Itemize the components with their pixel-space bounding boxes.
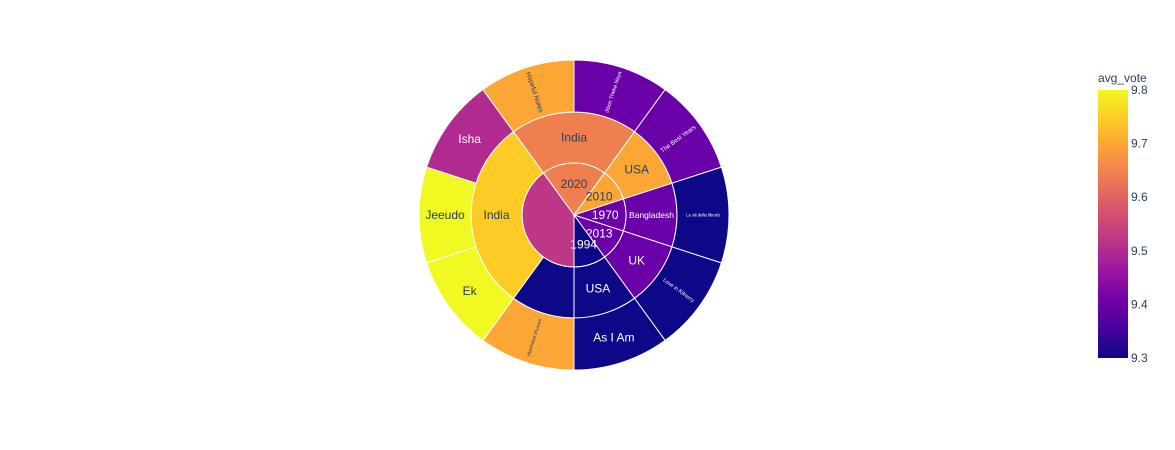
- sector-label-1-5: UK: [628, 254, 645, 268]
- sector-2-4-jeeudo[interactable]: [418, 166, 477, 264]
- sector-label-1-1: India: [483, 208, 509, 222]
- sector-label-0-5: 1994: [570, 238, 597, 252]
- sector-2-2-vaarthakal-ithuvare[interactable]: [482, 297, 575, 371]
- sunburst-plot-area: 201920202010197020131994USAIndiaIndiaUSA…: [418, 59, 730, 371]
- sector-label-2-3: Ek: [463, 284, 478, 298]
- colorbar-tick-1: 9.4: [1131, 297, 1148, 311]
- sector-2-6-hopeful-notes[interactable]: [482, 59, 575, 133]
- sector-label-1-6: USA: [586, 282, 611, 296]
- colorbar-title: avg_vote: [1098, 71, 1147, 85]
- colorbar-tick-5: 9.8: [1131, 83, 1148, 97]
- colorbar-tick-2: 9.5: [1131, 244, 1148, 258]
- sector-label-2-1: As I Am: [593, 331, 634, 345]
- sector-label-2-4: Jeeudo: [425, 208, 465, 222]
- sector-label-1-3: USA: [624, 162, 649, 176]
- sector-2-8-the-best-years[interactable]: [633, 88, 723, 184]
- sector-label-0-2: 2010: [586, 190, 613, 204]
- colorbar-gradient: [1098, 90, 1128, 358]
- sector-2-7-jibon-theke-neya[interactable]: [573, 59, 666, 133]
- colorbar: avg_vote 9.3 9.4 9.5 9.6 9.7 9.8: [1098, 71, 1148, 365]
- colorbar-ticks: 9.3 9.4 9.5 9.6 9.7 9.8: [1131, 83, 1148, 365]
- sector-2-9-le-ali-della-liberta[interactable]: [671, 166, 730, 264]
- colorbar-tick-3: 9.6: [1131, 190, 1148, 204]
- sector-label-2-9: Le ali della libertà: [686, 213, 720, 218]
- sector-label-0-4: 2013: [586, 226, 613, 240]
- colorbar-tick-4: 9.7: [1131, 137, 1148, 151]
- sector-label-1-2: India: [561, 131, 587, 145]
- sector-label-0-1: 2020: [561, 177, 588, 191]
- sector-label-1-4: Bangladesh: [629, 210, 674, 220]
- sector-2-3-ek[interactable]: [425, 246, 515, 342]
- sector-2-1-as-i-am[interactable]: [573, 297, 666, 371]
- sector-2-5-isha[interactable]: [425, 88, 515, 184]
- colorbar-tick-0: 9.3: [1131, 351, 1148, 365]
- sector-label-2-5: Isha: [458, 132, 481, 146]
- sector-label-0-3: 1970: [592, 208, 619, 222]
